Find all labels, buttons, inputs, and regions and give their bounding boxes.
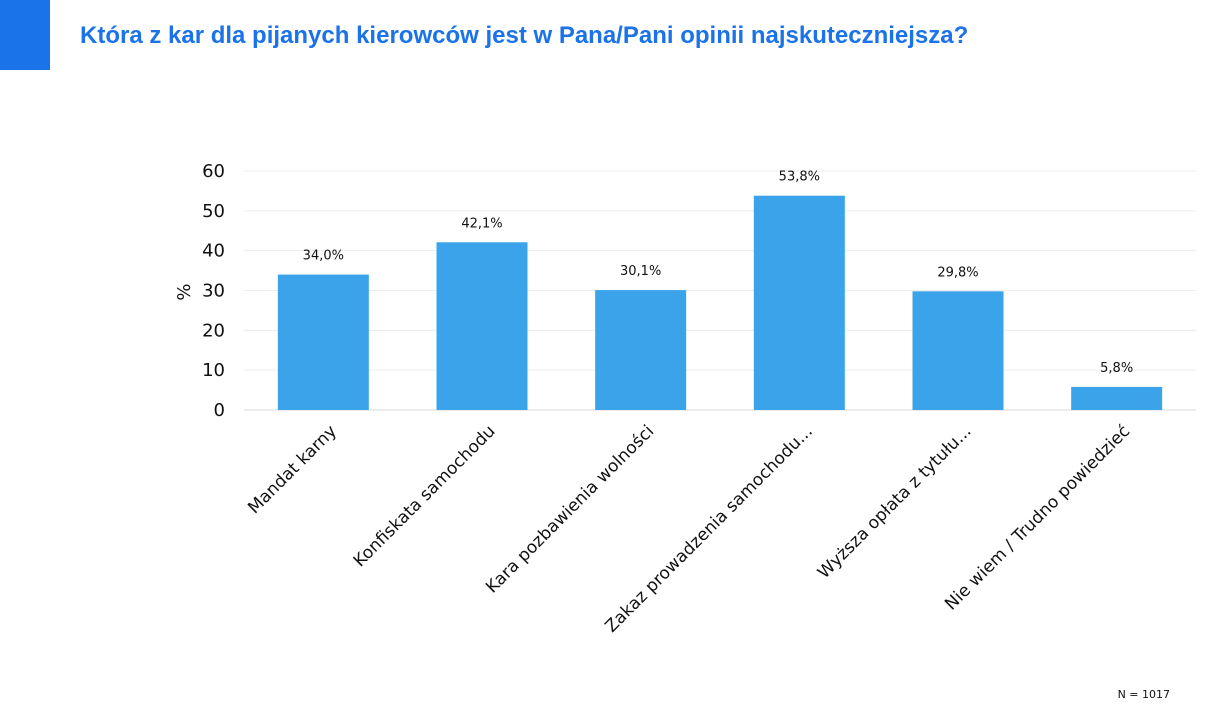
bar [753, 195, 845, 410]
grid-lines [244, 170, 1196, 411]
y-tick-label: 30 [202, 281, 225, 302]
category-label: Mandat karny [244, 421, 341, 518]
y-tick-label: 10 [202, 360, 225, 381]
bar [595, 290, 687, 410]
y-tick-label: 40 [202, 241, 225, 262]
category-label: Nie wiem / Trudno powiedzieć [941, 421, 1134, 614]
sample-size-note: N = 1017 [1117, 688, 1170, 701]
bar [912, 291, 1004, 410]
category-label: Konfiskata samochodu [350, 421, 500, 571]
y-axis-title: % [174, 283, 195, 300]
bar [436, 242, 528, 410]
category-label: Kara pozbawienia wolności [482, 421, 658, 597]
y-tick-label: 20 [202, 320, 225, 341]
y-tick-label: 60 [202, 161, 225, 182]
bar [277, 274, 369, 410]
data-label: 34,0% [303, 249, 344, 264]
page-title: Która z kar dla pijanych kierowców jest … [80, 22, 969, 49]
data-label: 53,8% [779, 170, 820, 185]
bar [1071, 386, 1163, 410]
data-label: 30,1% [620, 264, 661, 279]
data-label: 42,1% [461, 216, 502, 231]
accent-block [0, 0, 50, 70]
data-labels: 34,0% 42,1% 30,1% 53,8% 29,8% 5,8% [303, 170, 1134, 376]
data-label: 29,8% [937, 265, 978, 280]
data-label: 5,8% [1100, 361, 1133, 376]
bars [277, 195, 1163, 410]
y-axis-ticks: 0 10 20 30 40 50 60 [202, 161, 225, 421]
category-label: Wyższa opłata z tytułu... [814, 421, 975, 582]
y-tick-label: 50 [202, 201, 225, 222]
y-tick-label: 0 [214, 400, 225, 421]
